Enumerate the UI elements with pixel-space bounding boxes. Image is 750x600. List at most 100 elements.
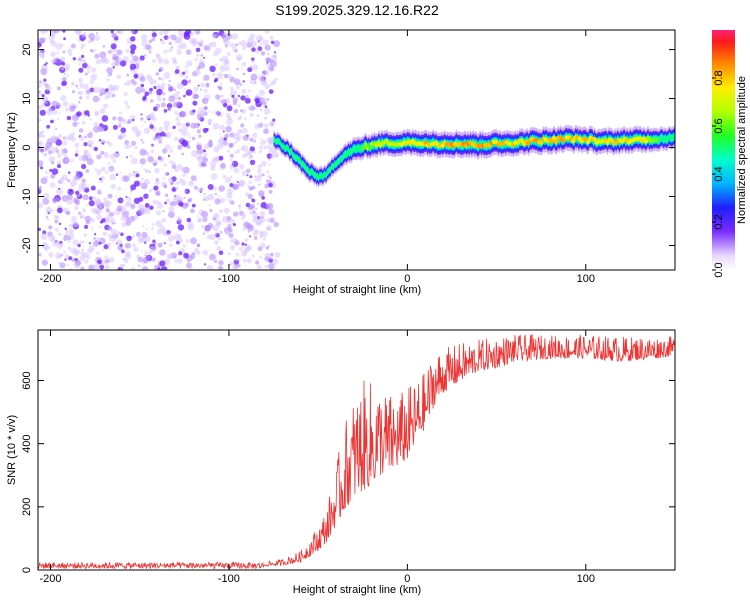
noise-speckle xyxy=(246,245,252,251)
noise-speckle xyxy=(262,231,268,237)
colorbar-gradient xyxy=(712,30,735,270)
noise-speckle xyxy=(50,147,57,154)
noise-speckle xyxy=(118,121,122,125)
noise-speckle xyxy=(57,154,62,158)
noise-speckle xyxy=(197,155,205,163)
noise-speckle xyxy=(77,243,81,248)
noise-speckle xyxy=(239,164,245,170)
noise-speckle xyxy=(45,62,48,65)
noise-speckle xyxy=(223,103,228,108)
y-tick-label: 200 xyxy=(21,498,33,516)
noise-speckle xyxy=(82,194,89,201)
noise-speckle xyxy=(256,123,262,129)
noise-speckle xyxy=(165,198,171,203)
noise-speckle xyxy=(192,91,196,95)
noise-speckle xyxy=(38,90,41,94)
ridge-core xyxy=(549,139,555,144)
noise-speckle xyxy=(186,107,189,110)
noise-speckle xyxy=(124,242,131,249)
noise-speckle xyxy=(186,217,192,223)
noise-speckle xyxy=(133,73,139,79)
noise-speckle xyxy=(143,207,151,215)
noise-speckle xyxy=(140,183,145,187)
noise-speckle xyxy=(76,111,82,117)
noise-speckle xyxy=(110,43,117,50)
noise-speckle xyxy=(184,75,189,80)
noise-speckle xyxy=(251,64,259,71)
noise-speckle xyxy=(148,255,151,258)
noise-speckle xyxy=(87,114,90,117)
noise-speckle xyxy=(195,126,198,129)
noise-speckle xyxy=(238,208,241,211)
noise-speckle xyxy=(149,87,153,92)
noise-speckle xyxy=(78,128,84,133)
noise-speckle xyxy=(172,125,176,130)
noise-speckle xyxy=(234,141,237,144)
noise-speckle xyxy=(271,150,279,158)
noise-speckle xyxy=(207,184,214,190)
noise-speckle xyxy=(197,123,200,126)
noise-speckle xyxy=(124,202,131,208)
noise-speckle xyxy=(228,252,231,255)
noise-speckle xyxy=(50,51,56,57)
noise-speckle xyxy=(54,219,59,224)
noise-speckle xyxy=(226,52,231,56)
noise-speckle xyxy=(130,36,136,42)
noise-speckle xyxy=(262,69,270,77)
noise-speckle xyxy=(148,171,151,173)
noise-speckle xyxy=(147,181,151,185)
noise-speckle xyxy=(251,185,256,190)
noise-speckle xyxy=(38,133,41,137)
noise-speckle xyxy=(131,125,139,133)
noise-speckle xyxy=(229,74,232,77)
snr-series-line xyxy=(38,333,675,570)
noise-speckle xyxy=(94,111,100,117)
noise-speckle xyxy=(57,118,60,121)
noise-speckle xyxy=(151,227,155,231)
noise-speckle xyxy=(133,180,140,187)
noise-speckle xyxy=(74,205,79,211)
noise-speckle xyxy=(228,199,233,204)
noise-speckle xyxy=(111,228,118,235)
noise-speckle xyxy=(131,157,138,165)
noise-speckle xyxy=(89,49,92,52)
noise-speckle xyxy=(210,173,218,180)
noise-speckle xyxy=(109,84,112,87)
noise-speckle xyxy=(89,118,92,121)
noise-speckle xyxy=(266,98,270,101)
noise-speckle xyxy=(218,155,224,161)
noise-speckle xyxy=(203,89,208,93)
noise-speckle xyxy=(78,77,83,83)
colorbar-tick-label: 0.2 xyxy=(713,214,725,229)
noise-speckle xyxy=(229,76,236,83)
noise-speckle xyxy=(45,85,52,92)
ridge-core xyxy=(644,139,649,144)
noise-speckle xyxy=(254,175,256,178)
noise-speckle xyxy=(66,199,73,206)
noise-speckle xyxy=(83,150,90,156)
noise-speckle xyxy=(57,164,61,169)
noise-speckle xyxy=(130,192,133,195)
noise-speckle xyxy=(240,250,247,257)
noise-speckle xyxy=(120,232,124,237)
noise-speckle xyxy=(138,208,145,216)
noise-speckle xyxy=(260,242,266,249)
y-tick-label: 400 xyxy=(21,435,33,453)
noise-speckle xyxy=(77,87,80,90)
noise-speckle xyxy=(232,101,237,106)
noise-speckle xyxy=(187,121,191,126)
noise-speckle xyxy=(240,123,245,128)
noise-speckle xyxy=(245,202,251,208)
noise-speckle xyxy=(103,151,108,156)
noise-speckle xyxy=(68,53,72,57)
noise-speckle xyxy=(84,215,92,223)
colorbar-ticks: 0.0 0.2 0.4 0.6 0.8 xyxy=(712,70,725,278)
noise-speckle xyxy=(235,137,241,142)
noise-speckle xyxy=(266,52,270,56)
noise-speckle xyxy=(132,69,138,75)
noise-speckle xyxy=(268,89,274,94)
noise-speckle xyxy=(233,167,240,174)
noise-speckle xyxy=(235,85,240,90)
noise-speckle xyxy=(203,56,205,59)
noise-speckle xyxy=(142,256,149,264)
